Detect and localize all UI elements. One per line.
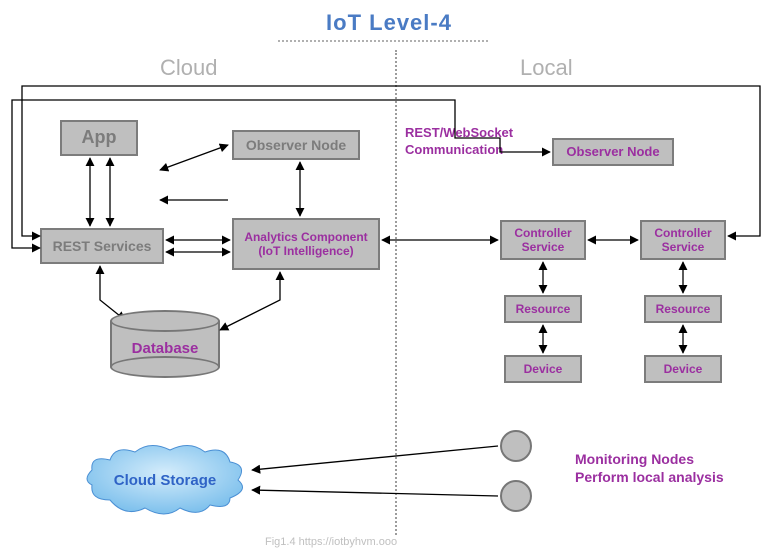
box-controller-2: Controller Service [640, 220, 726, 260]
box-controller-1: Controller Service [500, 220, 586, 260]
monitor-node-1 [500, 430, 532, 462]
box-observer-cloud: Observer Node [232, 130, 360, 160]
database-cylinder: Database [110, 310, 220, 378]
box-resource-2: Resource [644, 295, 722, 323]
box-device-1: Device [504, 355, 582, 383]
cloud-storage: Cloud Storage [80, 440, 250, 520]
rest-websocket-label: REST/WebSocket Communication [405, 125, 513, 159]
box-resource-1: Resource [504, 295, 582, 323]
box-rest-services: REST Services [40, 228, 164, 264]
box-analytics: Analytics Component (IoT Intelligence) [232, 218, 380, 270]
section-local-label: Local [520, 55, 573, 81]
box-app: App [60, 120, 138, 156]
title-underline [278, 40, 488, 42]
database-label: Database [110, 340, 220, 357]
footnote: Fig1.4 https://iotbyhvm.ooo [265, 536, 397, 548]
box-device-2: Device [644, 355, 722, 383]
box-observer-local: Observer Node [552, 138, 674, 166]
section-cloud-label: Cloud [160, 55, 217, 81]
cloud-local-divider [395, 50, 397, 535]
cloud-storage-label: Cloud Storage [114, 472, 217, 489]
monitoring-label: Monitoring Nodes Perform local analysis [575, 450, 724, 486]
monitor-node-2 [500, 480, 532, 512]
diagram-title: IoT Level-4 [326, 10, 452, 36]
